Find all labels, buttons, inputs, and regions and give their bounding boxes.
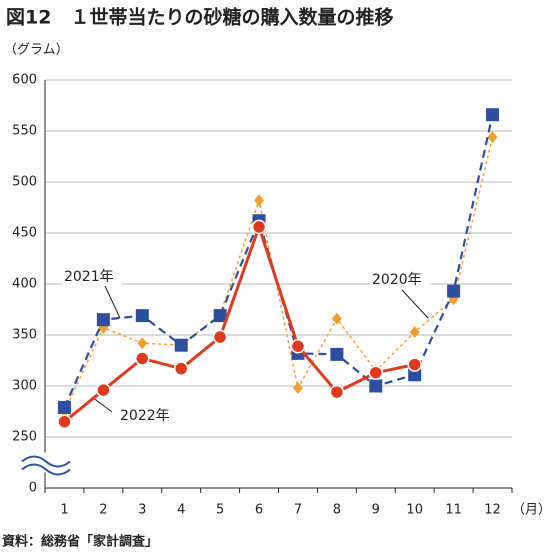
marker xyxy=(409,325,420,338)
x-tick-label: 11 xyxy=(445,503,462,518)
marker xyxy=(486,108,500,122)
source: 資料：総務省「家計調査」 xyxy=(2,534,158,550)
marker xyxy=(487,131,498,144)
series-line xyxy=(63,222,416,423)
y-tick-label: 450 xyxy=(12,226,37,241)
x-tick-label: 12 xyxy=(484,503,501,518)
marker xyxy=(137,337,148,350)
x-tick-label: 5 xyxy=(216,503,224,518)
marker xyxy=(331,312,342,325)
y-tick-label: 550 xyxy=(12,124,37,139)
marker xyxy=(174,338,188,352)
marker xyxy=(254,194,265,207)
marker xyxy=(292,382,303,395)
marker xyxy=(173,361,189,376)
series-line xyxy=(63,114,494,408)
x-tick-label: 8 xyxy=(333,503,341,518)
marker xyxy=(330,347,344,361)
x-tick-label: 4 xyxy=(177,503,185,518)
marker xyxy=(135,351,150,366)
series-label: 2022年 xyxy=(120,408,170,424)
marker xyxy=(213,309,227,323)
x-tick-label: 3 xyxy=(138,503,146,518)
axis-break xyxy=(21,463,71,476)
marker xyxy=(329,384,345,400)
marker xyxy=(57,414,72,429)
x-tick-label: 6 xyxy=(255,503,263,518)
leader-line xyxy=(401,289,429,319)
legend-bg xyxy=(370,271,430,289)
marker xyxy=(369,379,383,393)
x-tick-label: 10 xyxy=(406,503,423,518)
marker xyxy=(212,329,228,345)
x-tick-label: 9 xyxy=(372,503,380,518)
legend-bg xyxy=(62,268,122,286)
axis-break xyxy=(21,455,71,468)
marker xyxy=(135,309,149,323)
y-tick-label: 0 xyxy=(29,481,37,496)
x-tick-label: 2 xyxy=(99,503,107,518)
y-tick-label: 350 xyxy=(12,328,37,343)
y-tick-label: 500 xyxy=(12,175,37,190)
leader-line xyxy=(91,396,113,413)
series-label: 2020年 xyxy=(372,272,422,288)
series-line xyxy=(63,136,494,412)
x-tick-label: 7 xyxy=(294,503,302,518)
y-tick-label: 600 xyxy=(12,73,37,88)
marker xyxy=(290,338,306,354)
marker xyxy=(96,382,111,398)
x-axis-label: （月） xyxy=(512,503,544,518)
leader-line xyxy=(104,285,121,319)
marker xyxy=(251,219,267,235)
marker xyxy=(96,313,110,327)
marker xyxy=(447,284,461,298)
y-tick-label: 300 xyxy=(12,379,37,394)
y-tick-label: 400 xyxy=(12,277,37,292)
series-label: 2021年 xyxy=(64,269,114,285)
marker xyxy=(368,365,384,380)
y-tick-label: 250 xyxy=(12,430,37,445)
marker xyxy=(57,400,71,414)
marker xyxy=(407,357,422,372)
chart-title: 図12 １世帯当たりの砂糖の購入数量の推移 xyxy=(6,6,393,29)
x-tick-label: 1 xyxy=(60,503,68,518)
y-axis-label: （グラム） xyxy=(4,43,69,58)
marker xyxy=(408,368,422,382)
legend-bg xyxy=(118,407,178,425)
